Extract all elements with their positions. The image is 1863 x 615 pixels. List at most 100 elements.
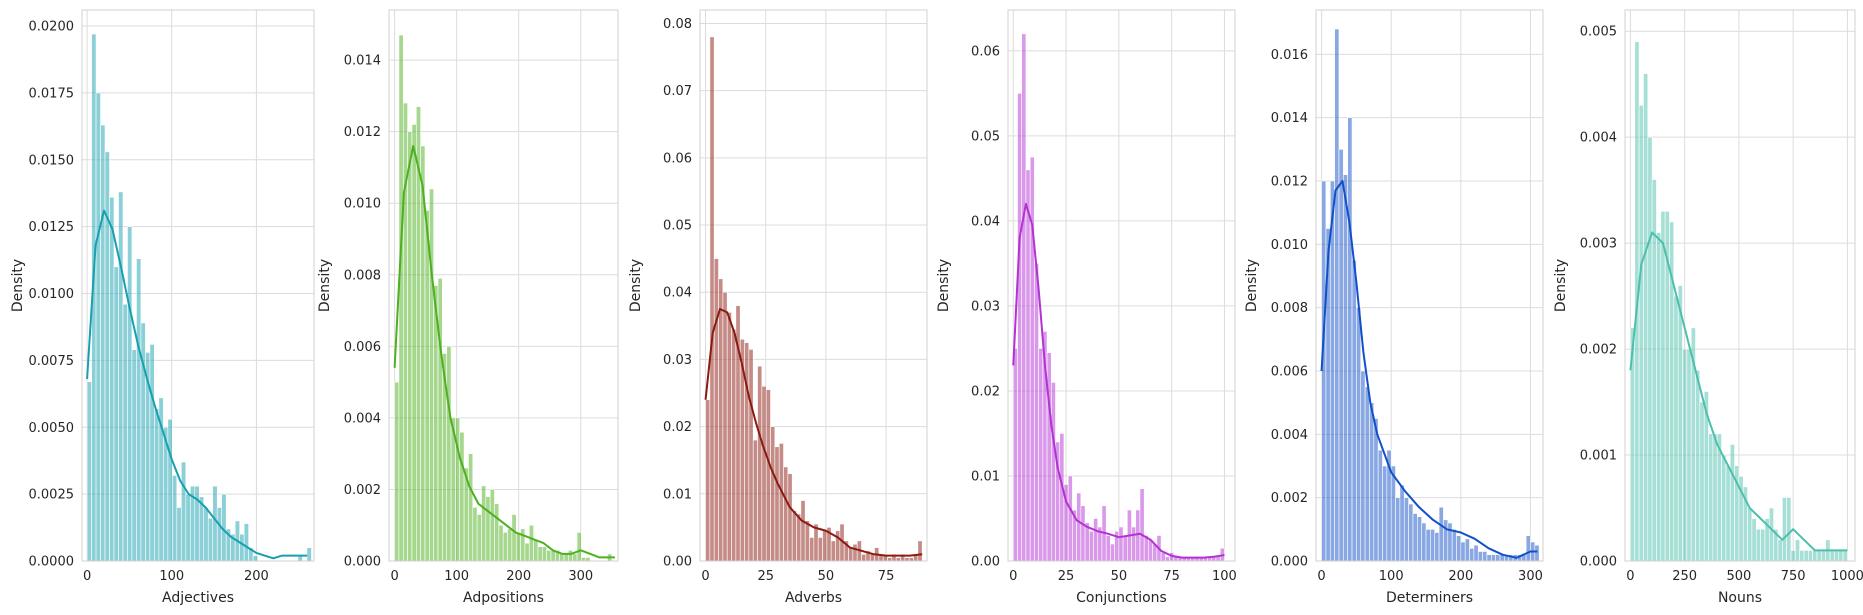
histogram-bar (1017, 93, 1023, 562)
histogram-bar (1747, 507, 1753, 562)
histogram-bar (1647, 136, 1653, 562)
histogram-bar (895, 557, 901, 562)
y-tick-label: 0.006 (1271, 365, 1308, 380)
histogram-bar (791, 510, 797, 562)
histogram-bar (394, 381, 400, 562)
histogram-bar (407, 131, 413, 562)
y-tick-label: 0.0150 (29, 153, 75, 168)
histogram-bar (1760, 528, 1766, 562)
y-tick-label: 0.004 (344, 411, 381, 426)
histogram-bar (787, 473, 793, 562)
x-axis-label: Determiners (1386, 590, 1473, 606)
histogram-bar (1777, 539, 1783, 562)
histogram-bar (796, 513, 802, 562)
x-tick-label: 750 (1781, 569, 1806, 584)
histogram-bar (1464, 538, 1470, 562)
y-tick-label: 0.05 (663, 219, 692, 234)
histogram-bar (1148, 539, 1153, 562)
histogram-bar (476, 514, 482, 562)
histogram-bar (1534, 544, 1540, 562)
x-tick-label: 0 (701, 569, 709, 584)
y-axis-label: Density (628, 259, 644, 312)
histogram-bar (568, 549, 573, 562)
histogram-bar (1434, 532, 1440, 562)
histogram-bar (1699, 401, 1705, 562)
histogram-bar (559, 553, 565, 562)
histogram-bar (100, 124, 106, 562)
histogram-bar (252, 555, 258, 562)
histogram-bar (1482, 551, 1488, 562)
x-tick-label: 200 (244, 569, 269, 584)
histogram-bar (917, 540, 923, 562)
histogram-bar (1122, 535, 1128, 562)
y-axis-label: Density (936, 259, 952, 312)
histogram-bar (1790, 550, 1796, 562)
y-tick-label: 0.01 (663, 487, 692, 502)
histogram-bar (494, 503, 500, 562)
histogram-bar (563, 553, 569, 562)
histogram-bar (813, 523, 819, 562)
histogram-bar (770, 426, 776, 562)
histogram-bar (1443, 519, 1449, 562)
histogram-bar (243, 523, 249, 562)
histogram-bar (136, 258, 142, 562)
histogram-bar (835, 530, 841, 562)
y-tick-label: 0.004 (1271, 428, 1308, 443)
y-tick-label: 0.00 (971, 555, 1000, 570)
histogram-bar (585, 557, 591, 562)
histogram-bar (118, 191, 124, 562)
histogram-bar (1135, 509, 1141, 562)
histogram-bar (1821, 550, 1827, 562)
x-tick-label: 250 (1672, 569, 1697, 584)
histogram-bar (1038, 348, 1044, 562)
y-tick-label: 0.0200 (29, 20, 75, 35)
histogram-bar (1486, 554, 1492, 562)
histogram-bar (1360, 370, 1366, 562)
histogram-bar (546, 549, 552, 562)
histogram-bar (1080, 505, 1086, 562)
histogram-bar (774, 446, 780, 562)
y-tick-label: 0.000 (1580, 555, 1617, 570)
x-tick-label: 50 (1111, 569, 1128, 584)
y-tick-label: 0.002 (1271, 491, 1308, 506)
histogram-bar (1660, 211, 1666, 562)
y-tick-label: 0.02 (971, 384, 1000, 399)
x-axis-label: Nouns (1718, 590, 1762, 606)
histogram-bar (861, 553, 867, 562)
histogram-bar (1838, 550, 1844, 562)
histogram-bar (1721, 454, 1727, 562)
axes-frame (81, 9, 315, 562)
histogram-bar (1755, 528, 1761, 562)
x-tick-label: 25 (1058, 569, 1075, 584)
histogram-bar (1160, 552, 1166, 562)
x-tick-label: 200 (506, 569, 531, 584)
histogram-bar (1469, 548, 1475, 562)
histogram-bar (800, 500, 806, 562)
x-axis-label: Adjectives (162, 590, 234, 606)
x-tick-label: 75 (878, 569, 895, 584)
histogram-bar (1076, 492, 1082, 562)
y-tick-label: 0.0050 (29, 421, 75, 436)
y-tick-label: 0.012 (344, 125, 381, 140)
histogram-bar (1093, 518, 1099, 562)
histogram-bar (459, 431, 465, 562)
histogram-bar (1343, 174, 1348, 562)
histogram-bar (761, 385, 767, 562)
y-axis-label: Density (317, 259, 333, 312)
chart-panel-5: 0.000 0.002 0.004 0.006 0.008 0.010 0.012 0.014… (1244, 9, 1544, 606)
y-tick-label: 0.014 (1271, 111, 1308, 126)
histogram-bar (109, 196, 115, 562)
histogram-bar (131, 349, 137, 562)
histogram-bar (181, 461, 187, 562)
x-tick-label: 0 (1009, 569, 1017, 584)
histogram-bar (524, 542, 530, 562)
histogram-bar (1395, 497, 1401, 562)
histogram-bar (1059, 433, 1065, 562)
histogram-bar (1338, 149, 1344, 562)
axes-frame (1624, 9, 1856, 562)
histogram-bar (778, 443, 784, 562)
y-tick-label: 0.001 (1580, 449, 1617, 464)
histogram-bar (1786, 497, 1792, 562)
histogram-bar (1812, 550, 1818, 562)
